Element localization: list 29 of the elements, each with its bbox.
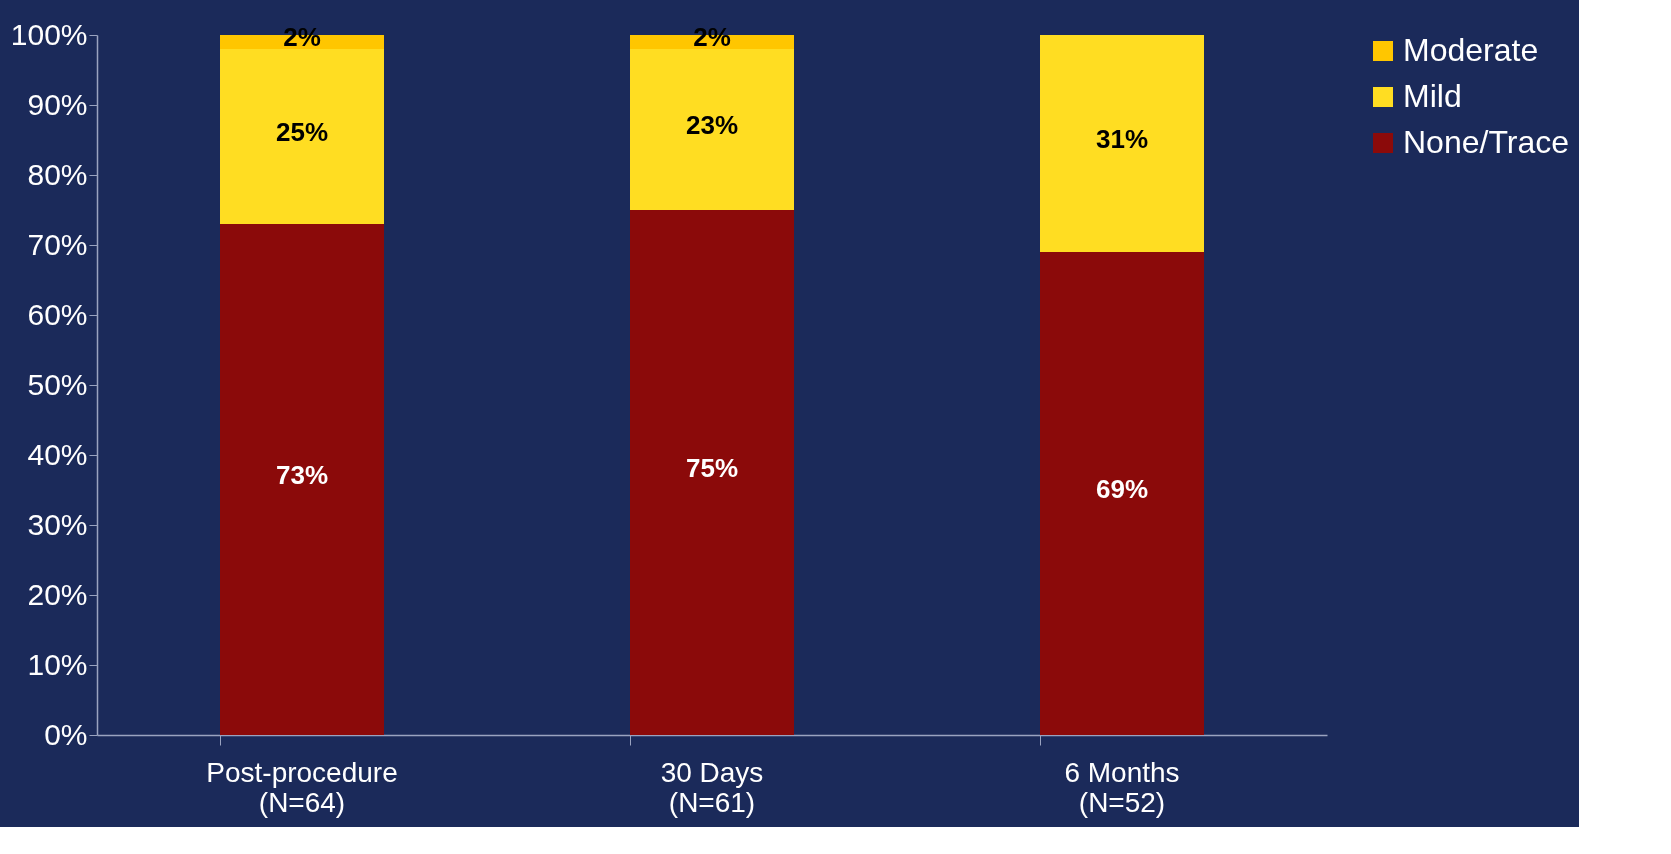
data-label: 69% <box>1095 473 1149 504</box>
data-label: 75% <box>685 452 739 483</box>
y-tick-label: 70% <box>27 227 88 261</box>
bar <box>220 49 384 224</box>
data-label: 25% <box>275 116 329 147</box>
y-tick-label: 80% <box>27 157 88 191</box>
y-tick-label: 90% <box>27 87 88 121</box>
y-tick-label: 20% <box>27 577 88 611</box>
bar <box>1040 35 1204 252</box>
data-label: 23% <box>685 109 739 140</box>
y-tick-label: 30% <box>27 507 88 541</box>
data-label: 31% <box>1095 123 1149 154</box>
bar <box>630 210 794 735</box>
x-tick-label: 6 Months (N=52) <box>1064 756 1180 818</box>
legend-label: Mild <box>1403 78 1462 114</box>
y-tick-label: 40% <box>27 437 88 471</box>
y-tick-label: 100% <box>10 17 88 51</box>
legend-label: Moderate <box>1403 32 1539 68</box>
bar <box>630 49 794 210</box>
y-tick-label: 50% <box>27 367 88 401</box>
data-label: 73% <box>275 459 329 490</box>
x-tick-label: Post-procedure (N=64) <box>206 756 398 818</box>
x-tick-label: 30 Days (N=61) <box>660 756 764 818</box>
legend-label: None/Trace <box>1403 124 1569 160</box>
y-tick-label: 10% <box>27 647 88 681</box>
bar <box>1040 252 1204 735</box>
bar <box>220 224 384 735</box>
y-tick-label: 0% <box>44 717 88 751</box>
y-tick-label: 60% <box>27 297 88 331</box>
